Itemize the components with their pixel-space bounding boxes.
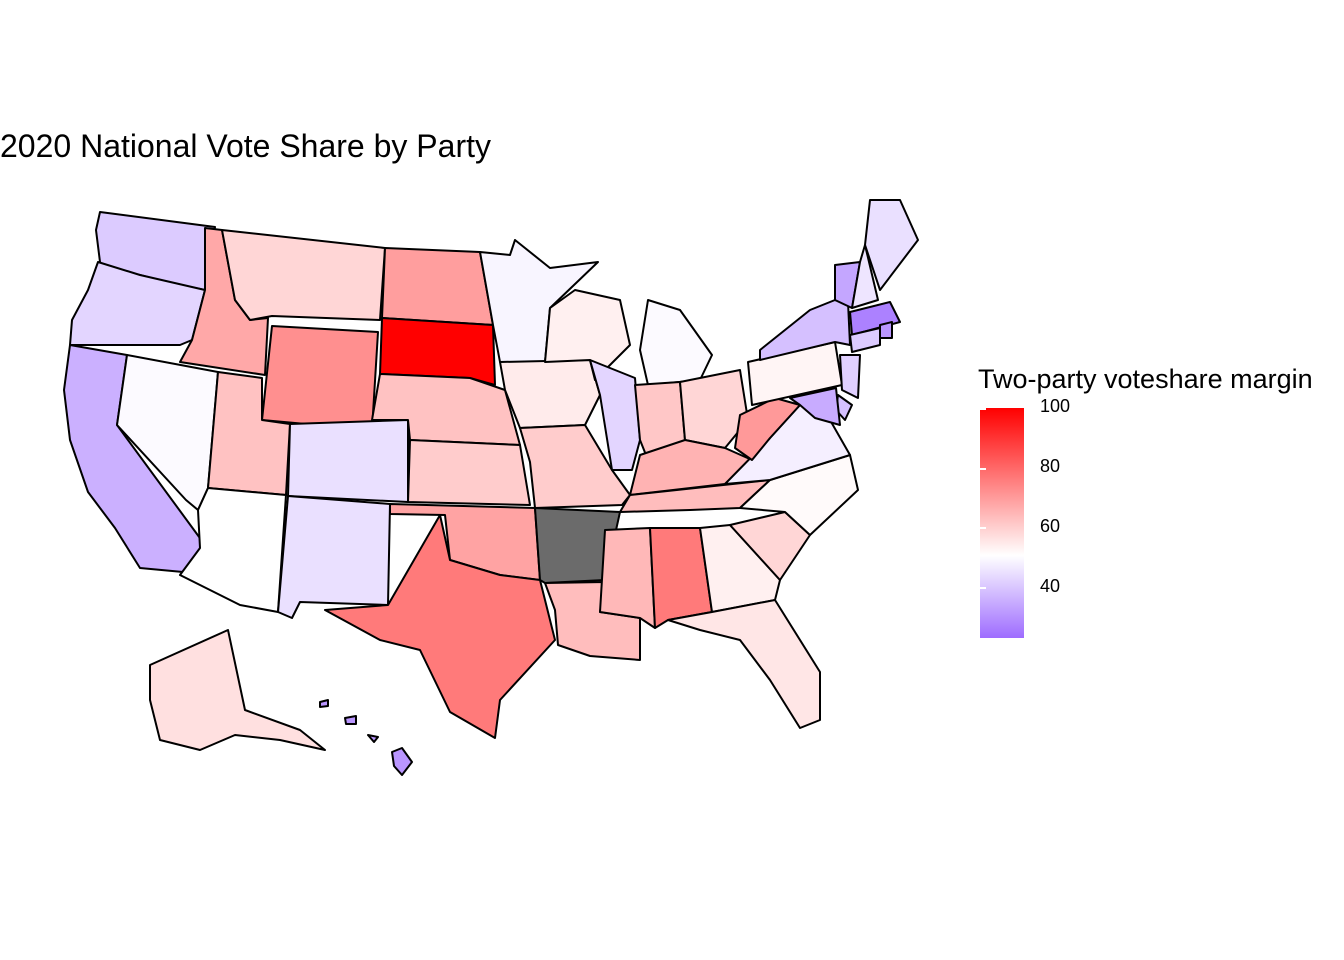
state-new-york [759,299,851,361]
state-illinois [589,359,641,471]
state-connecticut [849,327,881,353]
state-florida [667,599,821,729]
state-colorado [287,419,409,503]
state-oregon [69,261,206,346]
map-title: 2020 National Vote Share by Party [0,128,491,164]
state-maryland [789,387,841,426]
state-michigan [639,299,713,386]
state-north-dakota [381,247,494,326]
state-minnesota [479,239,599,363]
legend-color-bar [980,408,1024,638]
state-georgia [699,524,781,613]
state-wyoming [261,325,379,431]
state-texas [324,514,556,739]
state-wisconsin [544,289,631,381]
legend-tickmark-60 [980,527,986,529]
us-state-map [63,199,919,776]
legend-tickmark-100 [980,408,986,410]
state-new-hampshire [851,244,879,309]
state-rhode-island [879,321,893,339]
legend-title: Two-party voteshare margin [978,364,1313,394]
state-maine [864,199,919,291]
legend-tick-80: 80 [1040,456,1061,476]
state-montana [221,229,386,321]
state-new-mexico [277,495,391,619]
state-iowa [499,359,601,429]
legend-tick-40: 40 [1040,576,1061,596]
state-hawaii [319,699,413,776]
state-arizona [179,487,287,613]
state-mississippi [599,527,656,629]
legend-tickmark-80 [980,468,986,470]
state-new-jersey [839,354,861,399]
state-massachusetts [849,301,901,336]
state-alaska [149,629,326,751]
legend-tickmark-40 [980,587,986,589]
legend-tick-100: 100 [1040,396,1071,416]
state-kansas [407,439,531,506]
legend-tick-60: 60 [1040,516,1061,536]
